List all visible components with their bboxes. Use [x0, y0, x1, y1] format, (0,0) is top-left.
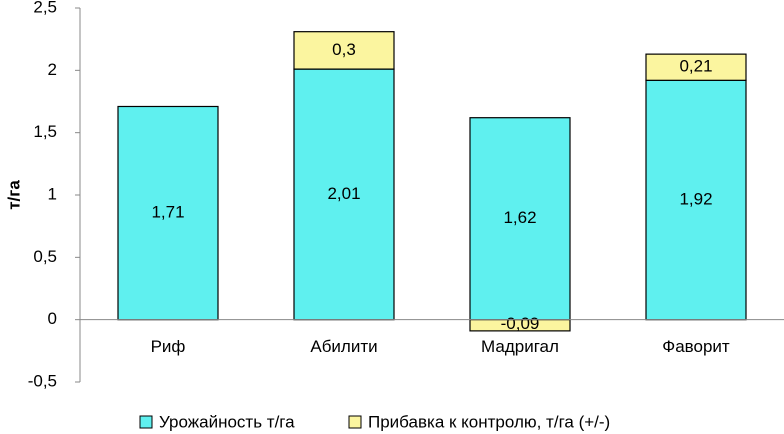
bar-increase-label: 0,3	[332, 40, 356, 59]
legend-swatch	[348, 415, 362, 429]
category-label: Мадригал	[481, 337, 559, 356]
y-tick-label: 2,5	[33, 0, 57, 16]
y-tick-label: 1	[48, 184, 57, 203]
y-axis-title: т/га	[4, 180, 23, 210]
y-tick-label: 0	[48, 309, 57, 328]
category-label: Фаворит	[662, 337, 730, 356]
y-tick-label: 1,5	[33, 122, 57, 141]
legend-swatch	[139, 415, 153, 429]
bar-yield-label: 1,71	[151, 203, 184, 222]
legend-label: Урожайность т/га	[159, 412, 295, 431]
category-labels: Риф Абилити Мадригал Фаворит	[151, 337, 730, 356]
y-tick-label: 2	[48, 60, 57, 79]
bar-yield	[293, 68, 395, 321]
bar-yield-label: 2,01	[327, 184, 360, 203]
bar-increase	[293, 31, 395, 70]
y-tick-label: 0,5	[33, 247, 57, 266]
bars-layer: 1,71 2,01 0,3 1,62 -0,09 1,92 0,21	[117, 31, 747, 333]
legend-label: Прибавка к контролю, т/га (+/-)	[368, 412, 610, 431]
category-label: Риф	[151, 337, 186, 356]
legend: Урожайность т/га Прибавка к контролю, т/г…	[139, 412, 610, 431]
y-tick-label: -0,5	[28, 371, 57, 390]
bar-increase	[645, 53, 747, 81]
bar-yield	[469, 117, 571, 321]
y-axis-ticks: -0,5 0 0,5 1 1,5 2 2,5	[28, 0, 57, 390]
bar-yield-label: 1,62	[503, 208, 536, 227]
category-label: Абилити	[310, 337, 377, 356]
bar-increase-label: -0,09	[501, 314, 540, 333]
bar-yield-label: 1,92	[679, 189, 712, 208]
bar-yield	[117, 105, 219, 321]
axes-layer	[75, 7, 784, 383]
bar-increase-label: 0,21	[679, 57, 712, 76]
